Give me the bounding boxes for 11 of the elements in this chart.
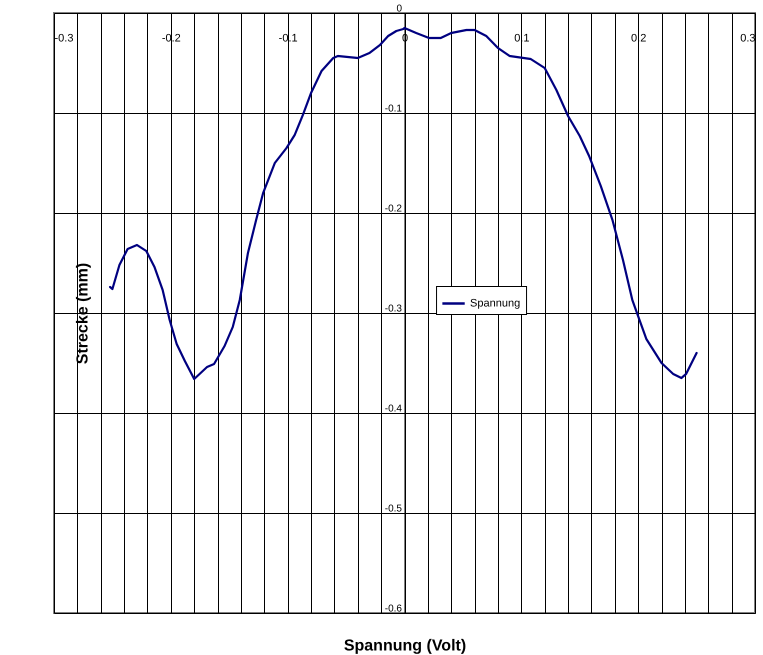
x-axis-title: Spannung (Volt) <box>344 638 466 654</box>
y-tick-label: -0.1 <box>384 104 402 114</box>
y-tick-label: -0.5 <box>384 504 402 514</box>
y-tick-label: -0.4 <box>384 404 402 414</box>
x-tick-label: 0.3 <box>740 32 756 44</box>
x-tick-label: -0.3 <box>54 32 74 44</box>
y-tick-label: -0.3 <box>384 304 402 314</box>
y-tick-label: -0.6 <box>384 604 402 614</box>
y-tick-label: 0 <box>396 4 402 14</box>
y-tick-label: -0.2 <box>384 204 402 214</box>
legend-label: Spannung <box>470 298 520 310</box>
